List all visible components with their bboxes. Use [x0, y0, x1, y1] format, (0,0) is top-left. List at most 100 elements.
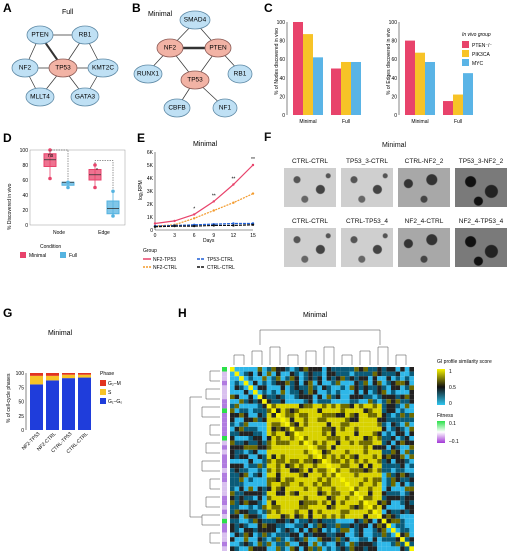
heatmap-cell	[331, 394, 336, 400]
heatmap-cell	[363, 408, 368, 413]
heatmap-cell	[400, 500, 405, 505]
heatmap-cell	[340, 491, 345, 496]
heatmap-cell	[358, 413, 364, 418]
svg-text:Minimal: Minimal	[29, 253, 46, 259]
heatmap-cell	[340, 376, 345, 381]
heatmap-cell	[276, 376, 281, 381]
heatmap-cell	[262, 528, 267, 533]
heatmap-cell	[253, 440, 258, 446]
heatmap-cell	[289, 491, 295, 496]
heatmap-cell	[326, 367, 332, 372]
heatmap-cell	[400, 491, 405, 496]
fitness-cell	[222, 528, 227, 533]
heatmap-cell	[363, 468, 368, 473]
fitness-cell	[222, 436, 227, 441]
heatmap-cell	[368, 403, 373, 409]
heatmap-cell	[271, 422, 276, 427]
heatmap-cell	[303, 537, 309, 542]
heatmap-cell	[271, 495, 276, 501]
heatmap-cell	[262, 459, 267, 464]
heatmap-cell	[239, 454, 244, 459]
heatmap-cell	[289, 445, 295, 450]
heatmap-cell	[368, 394, 373, 400]
heatmap-cell	[299, 426, 304, 432]
heatmap-cell	[257, 509, 263, 515]
heatmap-cell	[368, 491, 373, 496]
heatmap-cell	[331, 431, 336, 436]
e-series-point	[232, 222, 235, 225]
heatmap-cell	[285, 426, 290, 432]
heatmap-cell	[381, 440, 387, 446]
fitness-cell	[222, 403, 227, 409]
heatmap-cell	[409, 403, 414, 409]
panel-letter-h: H	[178, 306, 187, 320]
panel-letter-f: F	[264, 130, 272, 144]
heatmap-cell	[404, 445, 410, 450]
heatmap-cell	[271, 413, 276, 418]
heatmap-cell	[335, 509, 341, 515]
heatmap-cell	[335, 445, 341, 450]
heatmap-cell	[363, 394, 368, 400]
heatmap-cell	[230, 426, 235, 432]
heatmap-cell	[262, 532, 267, 538]
heatmap-cell	[349, 454, 355, 459]
heatmap-cell	[312, 505, 318, 510]
heatmap-cell	[308, 514, 313, 519]
fitness-cell	[222, 390, 227, 395]
legend-pik3ca: PIK3CA	[462, 50, 490, 58]
heatmap-cell	[257, 523, 263, 528]
svg-text:KMT2C: KMT2C	[92, 65, 114, 72]
heatmap-cell	[400, 394, 405, 400]
heatmap-cell	[294, 518, 299, 524]
sig-label-star: *	[96, 168, 98, 174]
heatmap-cell	[391, 403, 396, 409]
heatmap-cell	[289, 468, 295, 473]
heatmap-cell	[377, 399, 382, 404]
heatmap-cell	[289, 376, 295, 381]
heatmap-cell	[276, 380, 281, 386]
heatmap-cell	[354, 440, 359, 446]
heatmap-cell	[294, 413, 299, 418]
heatmap-cell	[312, 399, 318, 404]
heatmap-cell	[391, 505, 396, 510]
heatmap-cell	[386, 486, 391, 492]
heatmap-cell	[262, 541, 267, 547]
heatmap-cell	[358, 472, 364, 478]
heatmap-cell	[372, 459, 378, 464]
heatmap-cell	[377, 449, 382, 455]
heatmap-cell	[243, 546, 249, 551]
f-label-r1c1: CTRL-CTRL	[291, 158, 329, 165]
micrograph-r2c3	[398, 228, 450, 267]
heatmap-cell	[381, 408, 387, 413]
fitness-cell	[222, 472, 227, 478]
heatmap-cell	[317, 376, 322, 381]
heatmap-cell	[395, 371, 401, 377]
heatmap-cell	[335, 482, 341, 487]
heatmap-cell	[391, 380, 396, 386]
node-cbfb: CBFB	[163, 98, 191, 118]
heatmap-cell	[266, 532, 272, 538]
heatmap-cell	[363, 376, 368, 381]
heatmap-cell	[400, 426, 405, 432]
heatmap-cell	[266, 380, 272, 386]
heatmap-cell	[271, 509, 276, 515]
heatmap-cell	[257, 426, 263, 432]
heatmap-cell	[253, 403, 258, 409]
heatmap-cell	[253, 413, 258, 418]
heatmap-cell	[239, 505, 244, 510]
heatmap-cell	[257, 445, 263, 450]
heatmap-cell	[404, 436, 410, 441]
heatmap-cell	[322, 449, 327, 455]
heatmap-cell	[400, 468, 405, 473]
heatmap-cell	[294, 514, 299, 519]
heatmap-cell	[308, 459, 313, 464]
heatmap-cell	[386, 505, 391, 510]
heatmap-cell	[409, 505, 414, 510]
heatmap-cell	[243, 500, 249, 505]
heatmap-cell	[299, 449, 304, 455]
heatmap-cell	[312, 472, 318, 478]
heatmap-cell	[303, 546, 309, 551]
heatmap-cell	[381, 413, 387, 418]
dendrogram-left-branch	[209, 424, 220, 436]
heatmap-cell	[308, 528, 313, 533]
